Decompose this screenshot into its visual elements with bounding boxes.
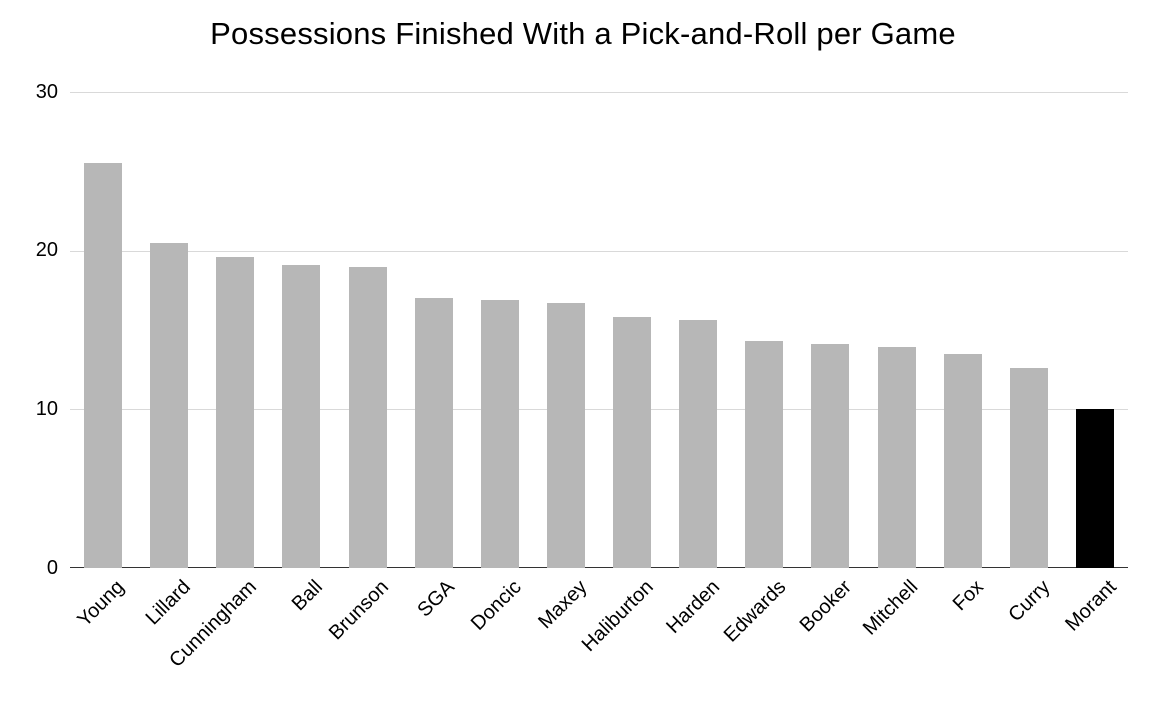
- y-tick-label: 0: [46, 556, 58, 579]
- x-tick-label: Lillard: [141, 576, 195, 630]
- y-tick-label: 10: [35, 397, 58, 420]
- bar-morant: [1075, 409, 1114, 568]
- x-tick-label: Ball: [287, 576, 327, 616]
- chart-title: Possessions Finished With a Pick-and-Rol…: [210, 16, 956, 51]
- gridline: [70, 92, 1128, 93]
- x-tick-label: Maxey: [534, 576, 592, 634]
- bar-maxey: [546, 303, 585, 568]
- bar-lillard: [150, 242, 189, 568]
- bar-brunson: [348, 266, 387, 568]
- x-tick-label: Haliburton: [577, 576, 658, 657]
- x-tick-label: Edwards: [719, 576, 790, 647]
- bar-edwards: [745, 341, 784, 568]
- bar-booker: [811, 344, 850, 568]
- x-tick-label: Young: [73, 576, 129, 632]
- bar-curry: [1009, 368, 1048, 568]
- bar-doncic: [480, 299, 519, 568]
- bar-cunningham: [216, 257, 255, 568]
- bar-sga: [414, 298, 453, 568]
- bar-mitchell: [877, 347, 916, 568]
- x-tick-label: SGA: [413, 576, 460, 622]
- bar-fox: [943, 353, 982, 568]
- y-tick-label: 30: [35, 80, 58, 103]
- x-tick-label: Curry: [1004, 576, 1055, 627]
- x-tick-label: Morant: [1060, 576, 1121, 636]
- x-tick-label: Brunson: [324, 576, 394, 645]
- x-tick-label: Fox: [949, 576, 989, 616]
- bar-young: [84, 163, 123, 568]
- x-tick-label: Doncic: [466, 576, 526, 635]
- x-tick-label: Booker: [795, 576, 856, 637]
- x-axis-line: [70, 567, 1128, 568]
- bar-ball: [282, 264, 321, 568]
- x-tick-label: Mitchell: [858, 576, 923, 640]
- x-tick-label: Harden: [661, 576, 724, 638]
- bar-haliburton: [613, 317, 652, 568]
- bar-harden: [679, 320, 718, 568]
- gridline: [70, 409, 1128, 411]
- plot-area: [70, 92, 1128, 568]
- y-tick-label: 20: [35, 239, 58, 262]
- gridline: [70, 250, 1128, 252]
